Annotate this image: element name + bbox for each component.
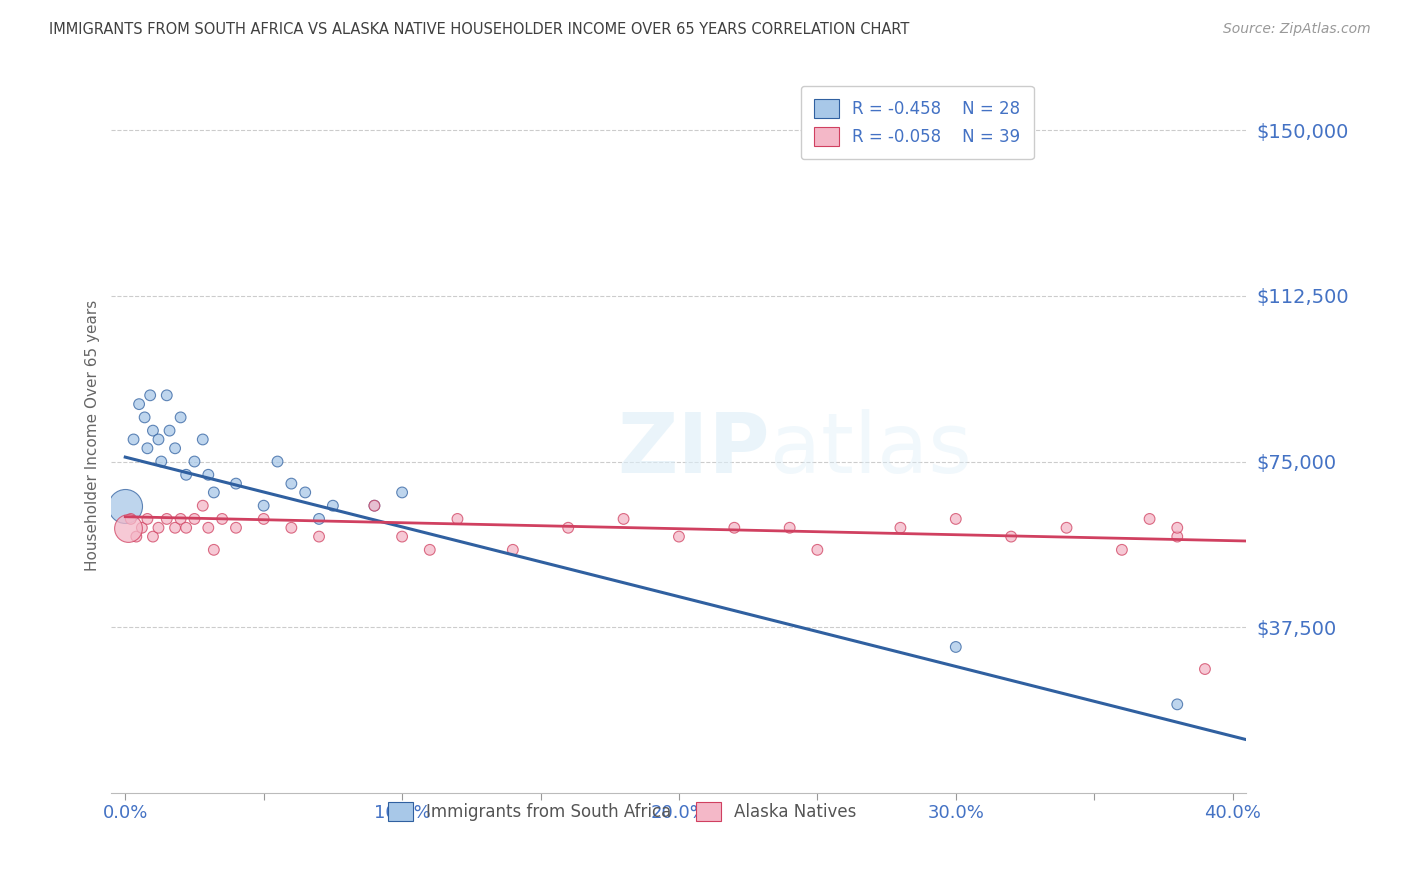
Point [1166, 521, 1188, 535]
Point [197, 521, 219, 535]
Point [806, 542, 828, 557]
Point [134, 410, 156, 425]
Point [294, 485, 316, 500]
Point [165, 521, 187, 535]
Point [183, 454, 205, 468]
Point [114, 499, 136, 513]
Point [136, 442, 159, 456]
Point [148, 433, 170, 447]
Point [391, 530, 413, 544]
Point [148, 521, 170, 535]
Point [131, 521, 153, 535]
Point [1111, 542, 1133, 557]
Point [280, 476, 302, 491]
Point [419, 542, 441, 557]
Point [125, 530, 148, 544]
Point [174, 467, 197, 482]
Point [191, 433, 214, 447]
Point [308, 512, 330, 526]
Point [266, 454, 288, 468]
Point [156, 388, 179, 402]
Text: Source: ZipAtlas.com: Source: ZipAtlas.com [1223, 22, 1371, 37]
Point [159, 424, 181, 438]
Point [253, 512, 276, 526]
Text: ZIP: ZIP [617, 409, 769, 490]
Point [668, 530, 690, 544]
Point [139, 388, 162, 402]
Point [889, 521, 911, 535]
Point [363, 499, 385, 513]
Point [502, 542, 524, 557]
Point [779, 521, 801, 535]
Point [136, 512, 159, 526]
Point [253, 499, 276, 513]
Point [945, 512, 967, 526]
Text: IMMIGRANTS FROM SOUTH AFRICA VS ALASKA NATIVE HOUSEHOLDER INCOME OVER 65 YEARS C: IMMIGRANTS FROM SOUTH AFRICA VS ALASKA N… [49, 22, 910, 37]
Point [557, 521, 579, 535]
Point [225, 476, 247, 491]
Point [1166, 530, 1188, 544]
Point [169, 512, 191, 526]
Point [156, 512, 179, 526]
Point [945, 640, 967, 654]
Point [120, 512, 142, 526]
Point [211, 512, 233, 526]
Point [122, 433, 145, 447]
Point [197, 467, 219, 482]
Point [165, 442, 187, 456]
Point [174, 521, 197, 535]
Legend: Immigrants from South Africa, Alaska Natives: Immigrants from South Africa, Alaska Nat… [374, 789, 870, 834]
Point [183, 512, 205, 526]
Point [613, 512, 636, 526]
Point [1194, 662, 1216, 676]
Point [1000, 530, 1022, 544]
Point [391, 485, 413, 500]
Point [117, 521, 139, 535]
Point [446, 512, 468, 526]
Point [1056, 521, 1078, 535]
Point [723, 521, 745, 535]
Point [363, 499, 385, 513]
Point [169, 410, 191, 425]
Text: atlas: atlas [769, 409, 972, 490]
Point [322, 499, 344, 513]
Point [225, 521, 247, 535]
Point [1139, 512, 1161, 526]
Point [308, 530, 330, 544]
Y-axis label: Householder Income Over 65 years: Householder Income Over 65 years [86, 300, 100, 571]
Point [202, 485, 225, 500]
Point [142, 530, 165, 544]
Point [150, 454, 173, 468]
Point [128, 397, 150, 411]
Point [202, 542, 225, 557]
Point [142, 424, 165, 438]
Point [191, 499, 214, 513]
Point [1166, 698, 1188, 712]
Point [280, 521, 302, 535]
